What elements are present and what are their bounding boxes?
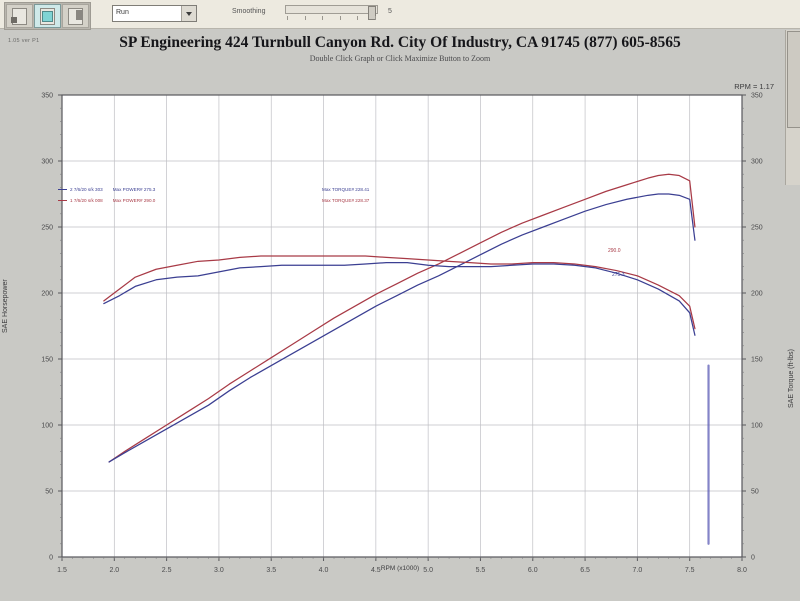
settings-button[interactable] xyxy=(62,4,89,28)
smoothing-slider-thumb[interactable] xyxy=(368,6,376,20)
svg-text:7.5: 7.5 xyxy=(685,567,695,574)
svg-text:150: 150 xyxy=(751,357,763,364)
document-icon-fold xyxy=(11,17,17,23)
svg-text:150: 150 xyxy=(41,357,53,364)
peak-power-label-red: 290.0 xyxy=(608,248,621,254)
smoothing-slider-track[interactable] xyxy=(285,5,378,14)
legend-item: Max TORQUE# 228.37 xyxy=(322,195,369,206)
svg-text:7.0: 7.0 xyxy=(633,567,643,574)
legend-left: 2 7/6/20 s/k 303 Max POWER# 275.3 1 7/6/… xyxy=(58,184,155,206)
svg-text:4.0: 4.0 xyxy=(319,567,329,574)
svg-text:250: 250 xyxy=(751,225,763,232)
print-button[interactable] xyxy=(34,4,61,28)
svg-text:50: 50 xyxy=(751,489,759,496)
svg-text:100: 100 xyxy=(41,423,53,430)
smoothing-slider-ticks xyxy=(287,16,376,21)
svg-text:350: 350 xyxy=(41,93,53,100)
svg-text:100: 100 xyxy=(751,423,763,430)
legend-item: 2 7/6/20 s/k 303 Max POWER# 275.3 xyxy=(58,184,155,195)
run-select-value: Run xyxy=(116,9,129,16)
printer-icon-screen xyxy=(42,11,53,22)
page-title: SP Engineering 424 Turnbull Canyon Rd. C… xyxy=(119,34,681,51)
svg-text:2.0: 2.0 xyxy=(109,567,119,574)
svg-text:200: 200 xyxy=(751,291,763,298)
svg-text:5.0: 5.0 xyxy=(423,567,433,574)
vertical-scrollbar-thumb[interactable] xyxy=(787,31,800,128)
legend-right: Max TORQUE# 228.41 Max TORQUE# 228.37 xyxy=(322,184,369,206)
dyno-plot-svg[interactable]: 0 0 50 50 100 100 150 150 200 200 250 250 300 300 350 3… xyxy=(0,78,800,578)
svg-text:0: 0 xyxy=(49,555,53,562)
svg-text:0: 0 xyxy=(751,555,755,562)
svg-text:250: 250 xyxy=(41,225,53,232)
gear-icon-body xyxy=(76,10,83,20)
svg-text:8.0: 8.0 xyxy=(737,567,747,574)
legend-swatch-blue xyxy=(58,189,67,190)
legend-run-label: 2 7/6/20 s/k 303 xyxy=(70,186,103,192)
legend-stat-label: Max POWER# 290.0 xyxy=(112,197,156,203)
toolbar-button-group xyxy=(4,2,91,30)
open-file-button[interactable] xyxy=(6,4,33,28)
legend-torque-label: Max TORQUE# 228.41 xyxy=(322,186,370,192)
svg-text:5.5: 5.5 xyxy=(476,567,486,574)
smoothing-slider[interactable] xyxy=(285,5,378,22)
page-subtitle: Double Click Graph or Click Maximize But… xyxy=(309,54,491,63)
legend-torque-label: Max TORQUE# 228.37 xyxy=(322,197,370,203)
svg-text:50: 50 xyxy=(45,489,53,496)
title-band: 1.05 ver P1 SP Engineering 424 Turnbull … xyxy=(0,30,800,78)
peak-power-label-blue: 275.3 xyxy=(612,272,625,278)
svg-text:6.0: 6.0 xyxy=(528,567,538,574)
window-bottom-edge xyxy=(0,581,800,601)
svg-text:300: 300 xyxy=(41,159,53,166)
svg-text:4.5: 4.5 xyxy=(371,567,381,574)
svg-text:3.5: 3.5 xyxy=(266,567,276,574)
svg-text:2.5: 2.5 xyxy=(162,567,172,574)
legend-stat-label: Max POWER# 275.3 xyxy=(112,186,156,192)
run-select[interactable]: Run xyxy=(112,5,197,22)
chart-area[interactable]: SAE Horsepower SAE Torque (ft-lbs) RPM (… xyxy=(0,78,800,578)
chevron-down-icon[interactable] xyxy=(181,6,196,21)
revision-text: 1.05 ver P1 xyxy=(8,38,40,44)
toolbar: Run Smoothing 5 xyxy=(0,0,800,30)
vertical-scrollbar[interactable] xyxy=(785,30,800,185)
legend-item: Max TORQUE# 228.41 xyxy=(322,184,369,195)
legend-item: 1 7/6/20 s/k 008 Max POWER# 290.0 xyxy=(58,195,155,206)
legend-run-label: 1 7/6/20 s/k 008 xyxy=(70,197,103,203)
legend-swatch-red xyxy=(58,200,67,201)
smoothing-value: 5 xyxy=(388,8,392,15)
svg-text:300: 300 xyxy=(751,159,763,166)
svg-text:200: 200 xyxy=(41,291,53,298)
svg-text:1.5: 1.5 xyxy=(57,567,67,574)
smoothing-label: Smoothing xyxy=(232,8,266,15)
svg-text:350: 350 xyxy=(751,93,763,100)
rpm-readout: RPM = 1.17 xyxy=(734,82,774,91)
svg-text:3.0: 3.0 xyxy=(214,567,224,574)
x-axis-title: RPM (x1000) xyxy=(380,565,420,572)
svg-text:6.5: 6.5 xyxy=(580,567,590,574)
